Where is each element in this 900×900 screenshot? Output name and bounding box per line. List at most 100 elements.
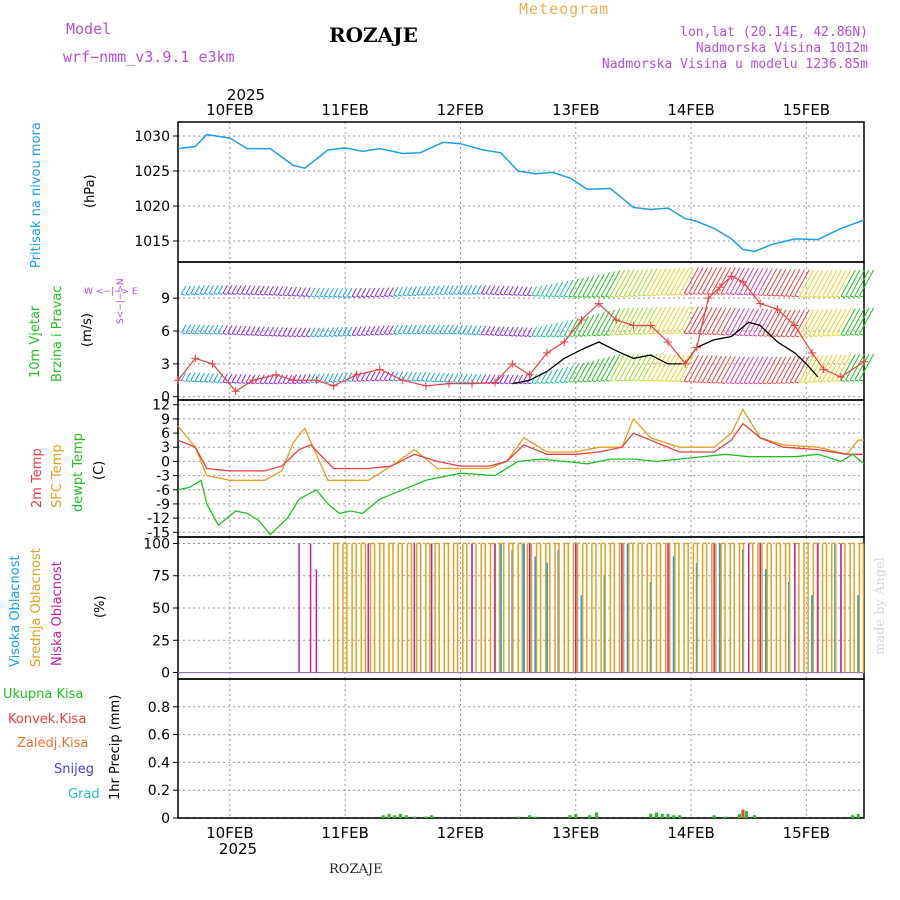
year-label-bottom: 2025 xyxy=(219,840,257,858)
wind-barb-base xyxy=(388,294,394,297)
wind-barb-base xyxy=(734,293,739,296)
wind-barb xyxy=(715,267,732,294)
wind-barb xyxy=(273,286,279,295)
wind-barb-base xyxy=(195,380,200,383)
wind-barb xyxy=(333,288,339,297)
wind-barb xyxy=(835,270,852,297)
wind-barb-base xyxy=(213,292,218,295)
wind-barb-base xyxy=(850,295,855,298)
wind-barb xyxy=(854,307,870,335)
wind-barb xyxy=(582,360,595,382)
wind-barb-base xyxy=(794,295,799,298)
wind-barb-base xyxy=(356,295,361,298)
wind-barb xyxy=(554,321,564,336)
wind-barb xyxy=(619,269,635,297)
wind-barb xyxy=(374,371,380,381)
wind-barb-base xyxy=(684,293,689,296)
wind-barb xyxy=(651,268,667,295)
wind-barb-base xyxy=(467,292,472,295)
wind-barb xyxy=(402,371,408,381)
wind-barb-base xyxy=(393,294,398,297)
ytick-label-cloud: 50 xyxy=(152,601,170,617)
wind-barb-base xyxy=(591,334,597,337)
wind-barb xyxy=(563,279,574,297)
ytick-label-wind: 6 xyxy=(161,324,170,340)
wind-barb-base xyxy=(310,335,315,338)
wind-barb-base xyxy=(448,380,454,383)
wind-barb xyxy=(305,327,311,337)
wind-barb-base xyxy=(439,293,444,296)
wind-barb xyxy=(808,309,824,336)
wind-speed-marker xyxy=(542,348,551,357)
wind-barb xyxy=(600,355,616,381)
wind-barb xyxy=(508,285,514,295)
wind-barb-base xyxy=(743,334,749,337)
wind-barb xyxy=(688,355,704,382)
wind-barb xyxy=(614,307,630,335)
wind-barb-base xyxy=(813,335,818,337)
wind-barb-base xyxy=(458,292,463,295)
wind-barb xyxy=(457,285,464,294)
wind-barb xyxy=(674,354,690,382)
wind-barb xyxy=(273,327,279,336)
wind-barb-base xyxy=(803,381,809,384)
precip-bar xyxy=(712,815,716,818)
wind-barb xyxy=(199,324,205,334)
wind-barb xyxy=(858,307,875,335)
wind-barb xyxy=(388,325,394,334)
wind-barb-base xyxy=(748,382,753,385)
wind-barb xyxy=(217,325,224,334)
wind-barb-base xyxy=(227,333,232,336)
wind-barb xyxy=(365,371,371,381)
wind-barb-base xyxy=(508,293,514,296)
wind-barb xyxy=(240,374,247,383)
wind-barb-base xyxy=(416,379,421,382)
wind-barb-base xyxy=(278,334,283,337)
precip-bar xyxy=(533,816,537,818)
wind-barb-base xyxy=(218,332,223,335)
wind-barb-base xyxy=(564,335,569,338)
wind-barb-base xyxy=(476,292,481,295)
wind-barb xyxy=(540,371,548,383)
wind-barb-base xyxy=(822,295,827,298)
wind-barb-base xyxy=(813,295,818,298)
wind-barb xyxy=(494,285,500,295)
wind-barb-base xyxy=(305,295,311,298)
wind-barb xyxy=(642,306,658,334)
wind-barb xyxy=(734,308,750,335)
wind-barb xyxy=(596,272,610,297)
wind-barb xyxy=(720,356,736,383)
wind-barb xyxy=(231,374,238,383)
wind-barb xyxy=(227,325,233,334)
wind-barb-base xyxy=(577,334,583,337)
wind-barb xyxy=(453,373,459,382)
wind-barb xyxy=(739,356,755,384)
wind-barb-base xyxy=(767,294,772,297)
wind-barb xyxy=(771,356,787,383)
wind-barb xyxy=(273,374,279,384)
wind-barb xyxy=(656,306,672,334)
model-elevation-info: Nadmorska Visina u modelu 1236.85m xyxy=(601,57,868,72)
wind-barb-base xyxy=(393,332,398,335)
wind-barb-base xyxy=(490,333,495,336)
wind-barb-base xyxy=(232,381,237,384)
wind-barb-base xyxy=(310,295,315,298)
wind-barb xyxy=(490,285,496,294)
ytick-label-pressure: 1030 xyxy=(134,129,170,145)
wind-barb-base xyxy=(619,295,624,298)
wind-barb-base xyxy=(707,381,712,384)
wind-barb-base xyxy=(697,381,703,384)
wind-barb xyxy=(264,285,270,295)
wind-barb xyxy=(347,288,353,297)
wind-barb-base xyxy=(716,333,721,336)
wind-barb xyxy=(351,326,357,336)
wind-barb-base xyxy=(845,295,850,298)
wind-barb xyxy=(490,326,496,335)
wind-barb-base xyxy=(753,382,758,385)
wind-barb xyxy=(466,325,473,334)
wind-barb-base xyxy=(817,334,823,337)
wind-barb xyxy=(577,276,590,297)
wind-barb xyxy=(563,365,574,382)
ytick-label-pressure: 1020 xyxy=(134,199,170,215)
wind-barb-base xyxy=(241,382,246,385)
